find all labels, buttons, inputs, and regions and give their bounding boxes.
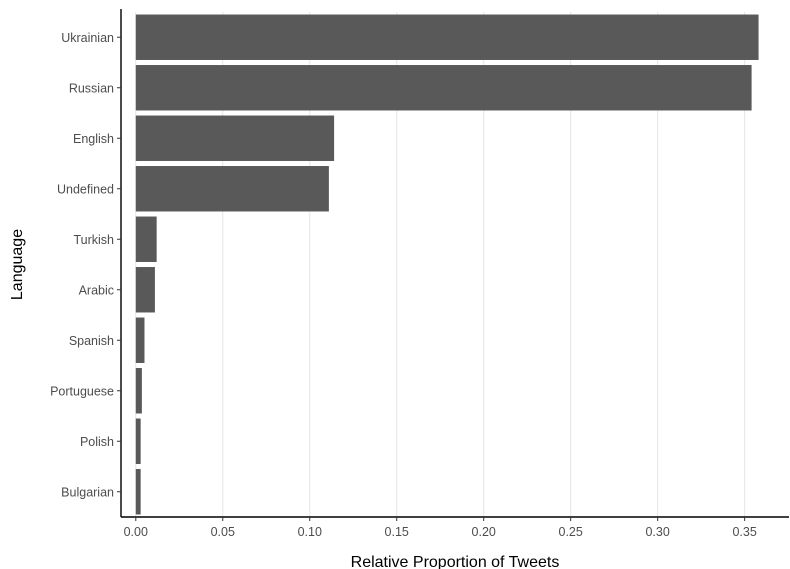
x-tick-label: 0.00 (124, 525, 148, 539)
x-tick-label: 0.35 (732, 525, 756, 539)
y-tick-label: Bulgarian (61, 485, 114, 499)
bar-english (135, 115, 335, 161)
y-tick-label: Polish (80, 435, 114, 449)
y-tick-label: Russian (69, 81, 114, 95)
x-axis-ticks: 0.00 0.05 0.10 0.15 0.20 0.25 0.30 0.35 (124, 517, 757, 539)
axes (120, 9, 789, 518)
bars (135, 14, 759, 515)
y-tick-label: Turkish (73, 233, 114, 247)
x-tick-label: 0.25 (559, 525, 583, 539)
x-tick-label: 0.10 (298, 525, 322, 539)
bar-russian (135, 65, 752, 111)
bar-ukrainian (135, 14, 759, 60)
y-axis-ticks: Ukrainian Russian English Undefined Turkish A… (50, 31, 121, 499)
x-axis-title: Relative Proportion of Tweets (351, 554, 560, 569)
bar-undefined (135, 166, 329, 212)
bar-bulgarian (135, 469, 141, 515)
y-tick-label: Portuguese (50, 384, 114, 398)
y-tick-label: Undefined (57, 182, 114, 196)
x-tick-label: 0.15 (385, 525, 409, 539)
y-tick-label: Spanish (69, 334, 114, 348)
bar-arabic (135, 267, 155, 313)
y-tick-label: Ukrainian (61, 31, 114, 45)
x-tick-label: 0.20 (472, 525, 496, 539)
x-tick-label: 0.05 (211, 525, 235, 539)
y-axis-title: Language (9, 229, 26, 300)
bar-portuguese (135, 368, 142, 414)
bar-polish (135, 418, 141, 464)
bar-turkish (135, 216, 157, 262)
y-tick-label: English (73, 132, 114, 146)
x-tick-label: 0.30 (645, 525, 669, 539)
bar-spanish (135, 317, 145, 363)
y-tick-label: Arabic (79, 283, 114, 297)
